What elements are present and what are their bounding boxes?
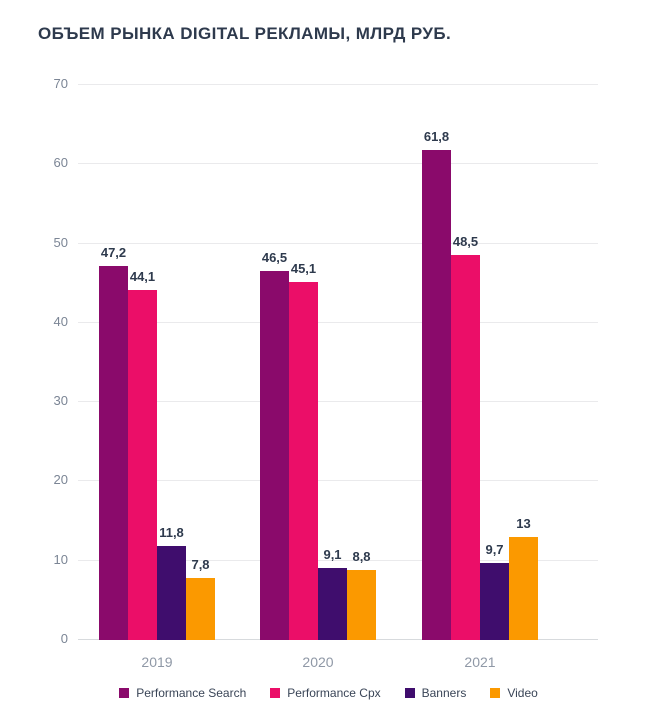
bar-value-label: 61,8 <box>423 129 450 145</box>
bar-banners-2021 <box>480 563 509 640</box>
plot-area: 47,2 44,1 11,8 7,8 46,5 45,1 9,1 8,8 61,8 48,5 9,7… <box>78 84 598 640</box>
legend-item-performance-cpx: Performance Cpx <box>270 686 381 700</box>
y-axis-tick-label: 50 <box>53 234 68 250</box>
legend-label: Banners <box>421 686 467 700</box>
x-axis-label-2020: 2020 <box>302 654 334 670</box>
y-axis-tick-label: 30 <box>53 393 68 409</box>
bar-video-2019 <box>186 578 215 640</box>
gridline-y-20 <box>78 480 598 482</box>
gridline-y-30 <box>78 401 598 403</box>
bar-banners-2020 <box>318 567 347 640</box>
legend-swatch-icon <box>119 688 130 698</box>
y-axis-tick-label: 60 <box>53 155 68 171</box>
bar-value-label: 13 <box>516 515 531 531</box>
bar-performance-cpx-2019 <box>128 290 157 640</box>
bar-value-label: 48,5 <box>452 234 479 250</box>
bar-performance-search-2020 <box>260 271 289 640</box>
bar-value-label: 7,8 <box>191 557 210 573</box>
legend-swatch-icon <box>270 688 281 698</box>
legend-swatch-icon <box>490 688 501 698</box>
bar-performance-cpx-2021 <box>451 255 480 640</box>
y-axis-tick-label: 0 <box>60 631 68 646</box>
gridline-y-70 <box>78 84 598 85</box>
legend-item-performance-search: Performance Search <box>119 686 246 700</box>
gridline-y-50 <box>78 242 598 244</box>
bar-performance-search-2021 <box>422 150 451 640</box>
chart-title: ОБЪЕМ РЫНКА DIGITAL РЕКЛАМЫ, МЛРД РУБ. <box>38 24 452 43</box>
bar-value-label: 47,2 <box>100 244 127 260</box>
legend: Performance Search Performance Cpx Banners… <box>0 686 657 700</box>
bar-value-label: 46,5 <box>261 250 288 266</box>
bar-value-label: 9,7 <box>485 542 504 558</box>
bar-value-label: 8,8 <box>352 549 371 565</box>
legend-swatch-icon <box>404 688 415 698</box>
gridline-y-10 <box>78 559 598 561</box>
legend-label: Performance Cpx <box>287 686 381 700</box>
bar-value-label: 9,1 <box>323 546 342 562</box>
legend-label: Performance Search <box>136 686 247 700</box>
bar-video-2020 <box>347 570 376 640</box>
bar-video-2021 <box>509 536 538 640</box>
x-axis-label-2019: 2019 <box>141 654 173 670</box>
y-axis-tick-label: 70 <box>53 76 68 91</box>
bar-banners-2019 <box>157 546 186 640</box>
y-axis-tick-label: 40 <box>53 313 68 329</box>
gridline-y-60 <box>78 163 598 165</box>
legend-item-banners: Banners <box>404 686 467 700</box>
bar-performance-search-2019 <box>99 265 128 640</box>
bar-value-label: 45,1 <box>290 261 317 277</box>
legend-label: Video <box>507 686 538 700</box>
bar-performance-cpx-2020 <box>289 282 318 640</box>
y-axis-tick-label: 20 <box>53 472 68 488</box>
gridline-y-40 <box>78 321 598 323</box>
y-axis-tick-label: 10 <box>53 551 68 567</box>
legend-item-video: Video <box>490 686 538 700</box>
bar-value-label: 11,8 <box>159 525 184 541</box>
x-axis-label-2021: 2021 <box>464 654 496 670</box>
bar-value-label: 44,1 <box>129 269 156 285</box>
